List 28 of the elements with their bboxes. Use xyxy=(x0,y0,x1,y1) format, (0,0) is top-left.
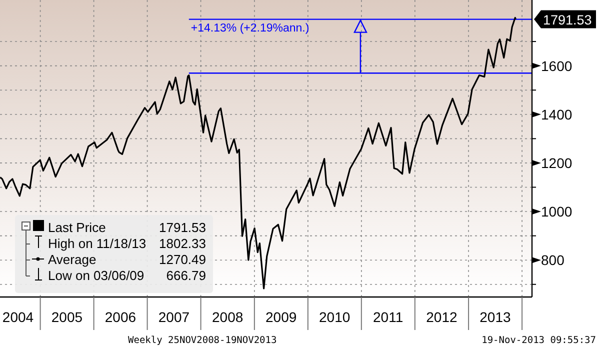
x-tick-label: 2008 xyxy=(212,309,244,325)
text: 19-Nov-2013 09:55:37 xyxy=(482,335,596,346)
line-series xyxy=(0,16,517,290)
y-tick-label: 1600 xyxy=(541,58,572,74)
legend-label: Last Price xyxy=(48,220,106,235)
y-tick-label: 800 xyxy=(541,252,565,268)
x-tick-label: 2007 xyxy=(158,309,190,325)
y-tick-label: 1400 xyxy=(541,106,572,122)
annotation: Low on 03/06/09 xyxy=(48,268,144,283)
annotation: Average xyxy=(48,252,96,267)
x-tick-label: 2006 xyxy=(104,309,136,325)
annotation: 666.79 xyxy=(166,268,206,283)
x-tick-label: 2010 xyxy=(319,309,350,325)
annotation: 1791.53 xyxy=(543,12,592,28)
ref-line-label: +14.13% (+2.19%ann.) xyxy=(190,22,310,34)
text: Weekly 25NOV2008-19NOV2013 xyxy=(128,335,277,346)
x-tick-label: 2009 xyxy=(266,309,297,325)
x-tick-label: 2013 xyxy=(480,309,511,325)
x-tick-label: 2005 xyxy=(51,309,83,325)
y-tick-label: 1000 xyxy=(541,204,572,220)
y-tick-label: 1200 xyxy=(541,154,572,171)
annotation: High on 11/18/13 xyxy=(48,236,146,251)
x-tick-label: 2004 xyxy=(2,309,34,325)
annotation: 1802.33 xyxy=(159,236,206,251)
x-tick-label: 2011 xyxy=(373,309,404,325)
annotation: 1270.49 xyxy=(159,252,206,267)
x-tick-label: 2012 xyxy=(426,309,458,325)
annotation: 1791.53 xyxy=(159,220,206,235)
